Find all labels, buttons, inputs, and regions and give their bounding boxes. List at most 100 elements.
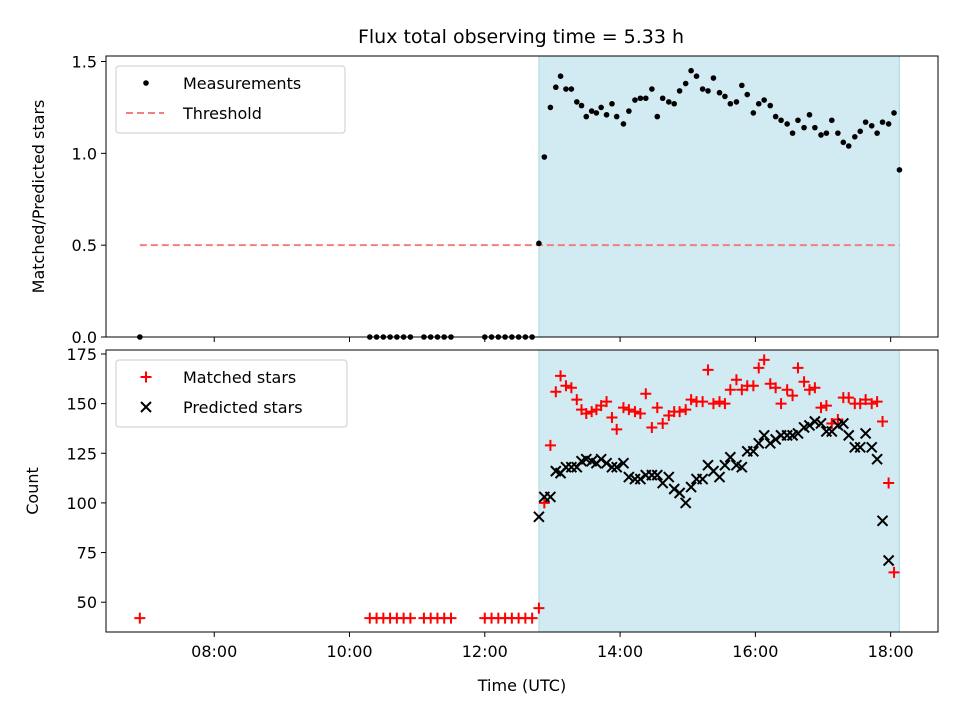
data-point bbox=[818, 132, 824, 138]
data-point bbox=[642, 95, 649, 102]
data-point bbox=[815, 417, 827, 430]
data-point bbox=[829, 117, 835, 124]
data-point bbox=[772, 113, 779, 120]
data-point bbox=[758, 429, 770, 442]
data-point bbox=[565, 382, 577, 394]
y-tick-label: 100 bbox=[66, 494, 97, 513]
data-point bbox=[722, 93, 728, 100]
data-point bbox=[533, 602, 545, 614]
data-point bbox=[882, 554, 895, 567]
legend-marker-dot bbox=[143, 80, 149, 86]
data-point bbox=[547, 104, 554, 111]
y-tick-label: 0.5 bbox=[72, 236, 97, 255]
data-point bbox=[600, 457, 613, 469]
chart-title: Flux total observing time = 5.33 h bbox=[358, 26, 684, 48]
data-point bbox=[866, 398, 878, 410]
legend-box bbox=[115, 359, 348, 428]
data-point bbox=[840, 139, 847, 146]
data-point bbox=[593, 110, 600, 116]
data-point bbox=[578, 102, 585, 109]
series-predicted-stars bbox=[533, 415, 895, 567]
data-point bbox=[871, 396, 883, 408]
data-point bbox=[744, 91, 751, 98]
data-point bbox=[526, 612, 538, 624]
shaded-span bbox=[538, 55, 900, 338]
y-tick-label: 50 bbox=[77, 593, 97, 612]
data-point bbox=[533, 511, 545, 523]
data-point bbox=[885, 121, 892, 127]
data-point bbox=[753, 362, 765, 374]
data-point bbox=[601, 396, 613, 408]
data-point bbox=[803, 419, 816, 432]
data-point bbox=[588, 108, 595, 114]
data-point bbox=[626, 108, 632, 114]
data-point bbox=[606, 412, 618, 424]
y-tick-label: 0.0 bbox=[72, 328, 97, 347]
series-matched-stars bbox=[134, 354, 900, 624]
y-axis-label: Matched/Predicted stars bbox=[29, 100, 48, 294]
data-point bbox=[659, 95, 666, 102]
data-point bbox=[617, 402, 629, 414]
bottom-panel: 50 75 100 125 150 175 08:00 10:00 12:00 14:00 16:0… bbox=[23, 345, 939, 695]
data-point bbox=[550, 386, 562, 398]
data-point bbox=[688, 67, 694, 74]
data-point bbox=[629, 406, 641, 418]
data-point bbox=[651, 402, 663, 414]
data-point bbox=[795, 117, 801, 124]
data-point bbox=[724, 451, 737, 463]
y-tick-label: 125 bbox=[66, 444, 97, 463]
data-point bbox=[812, 124, 818, 131]
data-point bbox=[571, 394, 583, 406]
data-point bbox=[536, 240, 542, 247]
data-point bbox=[862, 119, 869, 125]
data-point bbox=[750, 110, 757, 116]
data-point bbox=[617, 457, 630, 469]
data-point bbox=[595, 453, 607, 465]
data-point bbox=[646, 421, 658, 433]
data-point bbox=[874, 130, 880, 136]
x-axis-label: Time (UTC) bbox=[477, 676, 566, 695]
data-point bbox=[680, 404, 692, 416]
y-axis-label: Count bbox=[23, 467, 42, 515]
data-point bbox=[769, 433, 782, 446]
data-point bbox=[697, 396, 709, 408]
data-point bbox=[640, 388, 652, 400]
data-point bbox=[573, 99, 580, 105]
data-point bbox=[883, 477, 895, 489]
data-point bbox=[860, 394, 872, 406]
data-point bbox=[733, 99, 740, 105]
data-point bbox=[876, 515, 889, 527]
data-point bbox=[823, 130, 830, 136]
data-point bbox=[801, 124, 807, 131]
data-point bbox=[710, 75, 717, 81]
data-point bbox=[753, 437, 765, 450]
data-point bbox=[445, 612, 457, 624]
x-tick-label: 16:00 bbox=[732, 642, 778, 661]
data-point bbox=[654, 113, 661, 120]
data-point bbox=[730, 374, 742, 386]
data-point bbox=[557, 73, 564, 80]
data-point bbox=[787, 390, 799, 402]
data-point bbox=[781, 384, 793, 396]
data-point bbox=[789, 130, 796, 136]
data-point bbox=[696, 473, 709, 485]
data-point bbox=[891, 110, 897, 116]
data-point bbox=[845, 143, 852, 149]
legend-label: Matched stars bbox=[183, 368, 296, 387]
data-point bbox=[679, 497, 692, 509]
y-tick-label: 150 bbox=[66, 395, 97, 414]
data-point bbox=[702, 364, 714, 376]
legend-box bbox=[115, 65, 346, 134]
data-point bbox=[609, 100, 615, 107]
data-point bbox=[611, 423, 623, 435]
data-point bbox=[820, 400, 832, 412]
data-point bbox=[668, 483, 680, 495]
data-point bbox=[747, 380, 759, 392]
legend: Measurements Threshold bbox=[115, 65, 346, 134]
data-point bbox=[682, 80, 689, 87]
data-point bbox=[724, 384, 736, 396]
legend-label: Measurements bbox=[183, 74, 301, 93]
data-point bbox=[859, 427, 872, 440]
data-point bbox=[555, 370, 567, 382]
data-point bbox=[676, 88, 683, 94]
